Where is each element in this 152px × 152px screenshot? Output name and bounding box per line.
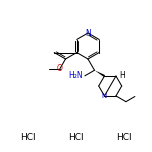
Text: HCl: HCl (20, 133, 36, 142)
Text: H: H (119, 71, 125, 79)
Text: H₂N: H₂N (68, 71, 83, 80)
Text: N: N (85, 29, 91, 38)
Text: HCl: HCl (68, 133, 84, 142)
Text: HCl: HCl (116, 133, 132, 142)
Text: N: N (102, 93, 107, 99)
Polygon shape (95, 70, 105, 77)
Text: O: O (57, 64, 63, 73)
